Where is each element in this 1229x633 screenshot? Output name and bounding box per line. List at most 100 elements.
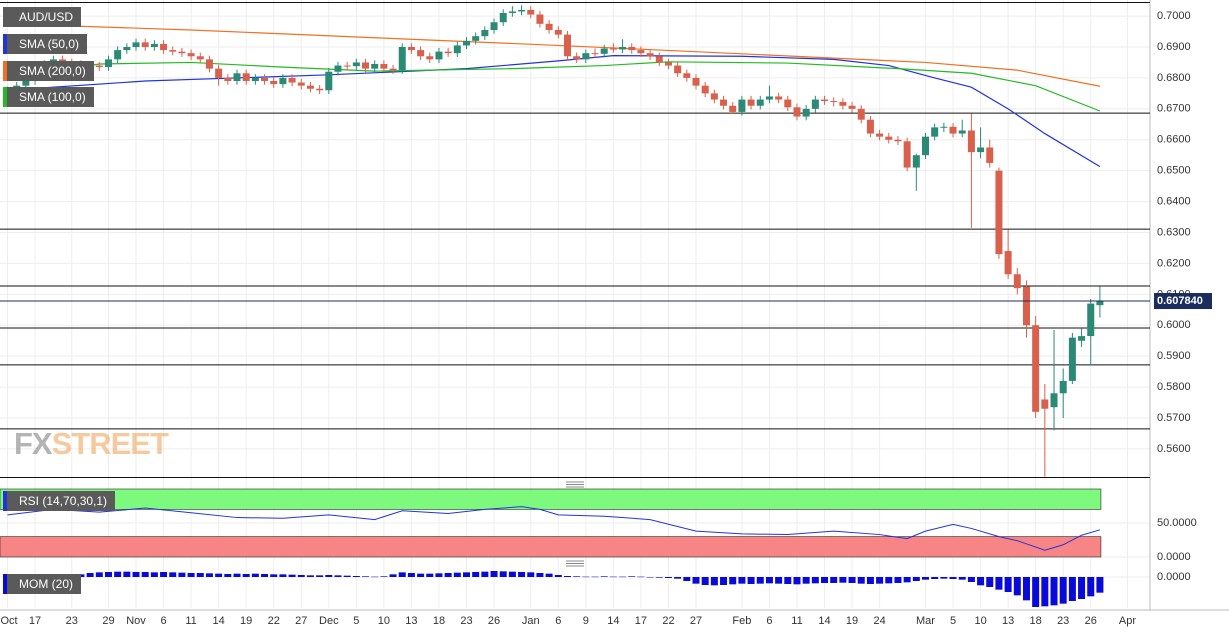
candle-body bbox=[242, 73, 250, 82]
x-tick-label: 14 bbox=[818, 615, 830, 627]
candle-body bbox=[536, 14, 544, 24]
mom-bar bbox=[104, 572, 112, 577]
candle-body bbox=[830, 101, 838, 103]
x-tick-label: 5 bbox=[353, 615, 359, 627]
mom-bar bbox=[802, 577, 810, 584]
candle-body bbox=[811, 99, 819, 109]
candle-body bbox=[306, 85, 314, 89]
candle-body bbox=[178, 51, 186, 54]
mom-bar bbox=[398, 572, 406, 577]
mom-bar bbox=[224, 574, 232, 577]
candle-body bbox=[967, 130, 975, 153]
x-tick-label: 17 bbox=[29, 615, 41, 627]
mom-bar bbox=[435, 573, 443, 577]
mom-bar bbox=[729, 577, 737, 585]
candle-body bbox=[371, 64, 379, 69]
x-tick-label: 14 bbox=[607, 615, 619, 627]
candle-body bbox=[334, 65, 342, 72]
x-tick-label: 6 bbox=[555, 615, 561, 627]
candle-body bbox=[903, 141, 911, 168]
mom-bar bbox=[931, 577, 939, 579]
candle-body bbox=[407, 46, 415, 51]
mom-bar bbox=[536, 573, 544, 577]
candle-body bbox=[343, 65, 351, 67]
mom-bar bbox=[1032, 577, 1040, 607]
mom-bar bbox=[371, 576, 379, 578]
candle-body bbox=[104, 59, 112, 68]
candle-body bbox=[114, 50, 122, 60]
x-tick-label: 9 bbox=[583, 615, 589, 627]
candle-body bbox=[747, 99, 755, 106]
candle-body bbox=[1050, 393, 1058, 408]
mom-bar bbox=[674, 577, 682, 579]
candle-body bbox=[554, 29, 562, 35]
candle-body bbox=[582, 53, 590, 60]
x-tick-label: 10 bbox=[974, 615, 986, 627]
mom-bar bbox=[417, 573, 425, 577]
candle-body bbox=[160, 43, 168, 51]
candle-body bbox=[499, 12, 507, 23]
candle-body bbox=[710, 93, 718, 100]
candle-body bbox=[885, 136, 893, 140]
x-tick-label: 26 bbox=[1085, 615, 1097, 627]
candle-body bbox=[701, 85, 709, 94]
candle-body bbox=[352, 62, 360, 67]
candle-body bbox=[876, 133, 884, 137]
candle-body bbox=[325, 71, 333, 91]
mom-bar bbox=[86, 573, 94, 577]
candle-body bbox=[196, 56, 204, 60]
mom-bar bbox=[196, 573, 204, 577]
candle-body bbox=[986, 147, 994, 163]
legend-entry: SMA (50,0) bbox=[3, 34, 88, 54]
x-tick-label: 23 bbox=[1057, 615, 1069, 627]
candle-body bbox=[22, 81, 30, 86]
grips bbox=[566, 481, 584, 567]
candle-body bbox=[655, 56, 663, 63]
mom-bar bbox=[306, 575, 314, 577]
mom-bar bbox=[251, 573, 259, 577]
candle-body bbox=[775, 96, 783, 100]
candle-body bbox=[839, 102, 847, 106]
x-tick-label: Jan bbox=[522, 615, 540, 627]
y-tick-label: 0.6500 bbox=[1157, 165, 1191, 177]
mom-bar bbox=[811, 577, 819, 584]
candle-body bbox=[527, 9, 535, 15]
mom-bar bbox=[169, 572, 177, 577]
y-tick-label: 0.6900 bbox=[1157, 41, 1191, 53]
mom-bar bbox=[554, 575, 562, 577]
mom-bar bbox=[609, 576, 617, 578]
mom-bar bbox=[453, 572, 461, 577]
mom-bar bbox=[903, 577, 911, 583]
candle-body bbox=[472, 36, 480, 41]
candle-body bbox=[123, 46, 131, 51]
candle-body bbox=[150, 43, 158, 47]
mom-bar bbox=[481, 571, 489, 577]
candle-body bbox=[674, 65, 682, 74]
candle-body bbox=[1004, 251, 1012, 275]
candle-body bbox=[224, 77, 232, 82]
x-tick-label: Dec bbox=[319, 615, 339, 627]
y-tick-label: 0.0000 bbox=[1157, 571, 1191, 583]
mom-bar bbox=[233, 573, 241, 577]
candle-body bbox=[591, 53, 599, 55]
candle-body bbox=[600, 48, 608, 54]
mom-bar bbox=[619, 576, 627, 578]
x-tick-label: 22 bbox=[662, 615, 674, 627]
mom-bar bbox=[444, 573, 452, 577]
mom-bar bbox=[692, 577, 700, 584]
candle-body bbox=[398, 46, 406, 71]
candle-body bbox=[619, 46, 627, 50]
mom-bar bbox=[1059, 577, 1067, 604]
mom-bar bbox=[655, 577, 663, 578]
candle-body bbox=[444, 51, 452, 54]
mom-bar bbox=[591, 576, 599, 578]
x-tick-label: Mar bbox=[916, 615, 935, 627]
mom-bar bbox=[1096, 577, 1104, 593]
candle-body bbox=[1096, 301, 1104, 306]
mom-bar bbox=[600, 576, 608, 577]
candle-body bbox=[765, 96, 773, 100]
candle-body bbox=[453, 45, 461, 54]
x-tick-label: 18 bbox=[1030, 615, 1042, 627]
y-tick-label: 0.6700 bbox=[1157, 103, 1191, 115]
x-tick-label: 6 bbox=[766, 615, 772, 627]
